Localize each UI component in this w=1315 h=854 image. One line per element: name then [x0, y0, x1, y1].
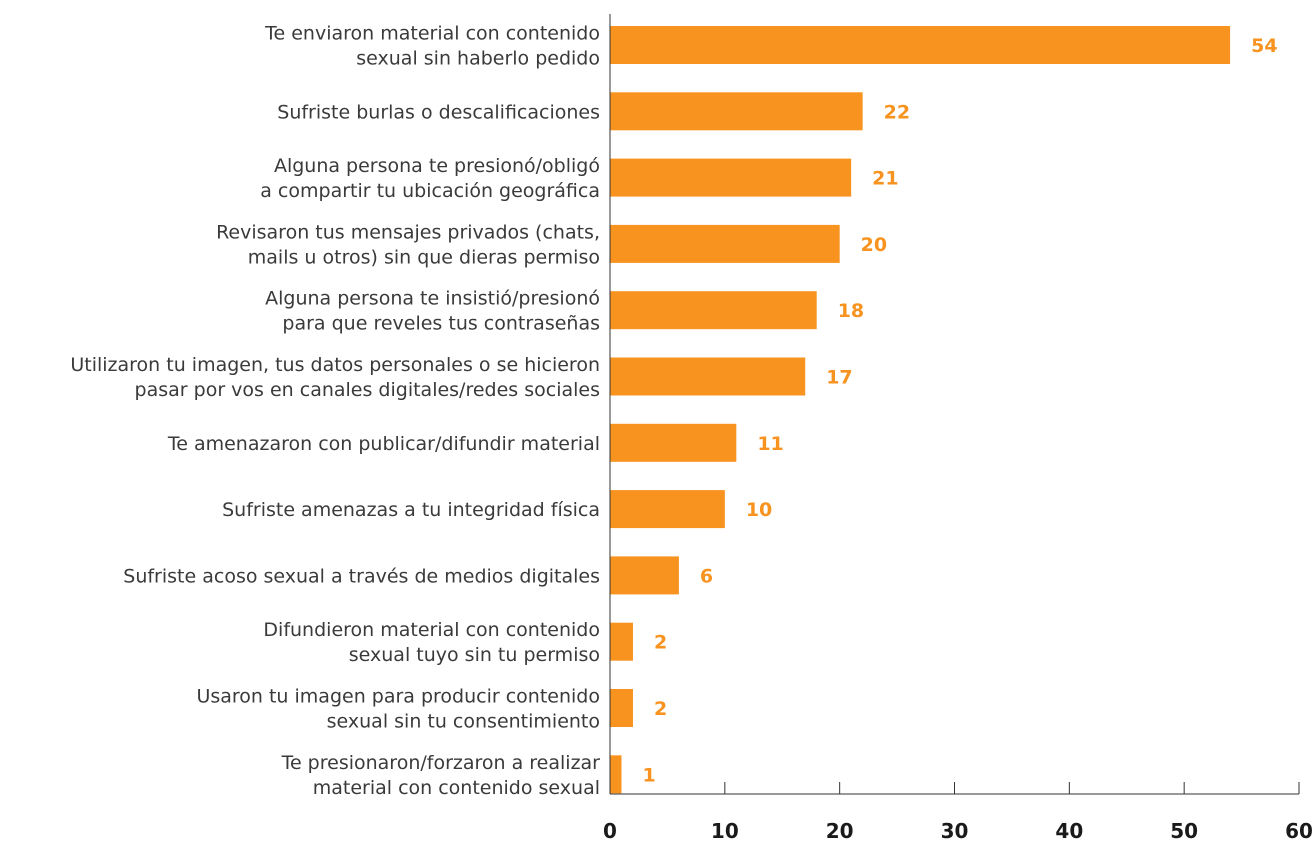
- bar: [610, 291, 817, 330]
- bar: [610, 556, 679, 595]
- bar: [610, 423, 737, 462]
- value-label: 2: [654, 632, 667, 654]
- value-label: 11: [757, 433, 783, 455]
- value-label: 22: [884, 101, 910, 123]
- category-label: Revisaron tus mensajes privados (chats, m…: [216, 221, 600, 268]
- category-label-line: material con contenido sexual: [313, 777, 600, 799]
- value-label: 21: [872, 168, 898, 190]
- value-label: 2: [654, 698, 667, 720]
- category-label-line: Alguna persona te insistió/presionó: [265, 288, 600, 310]
- x-tick-label: 40: [1055, 819, 1083, 843]
- value-label: 1: [642, 764, 655, 786]
- bar: [610, 357, 806, 396]
- category-label-line: para que reveles tus contraseñas: [282, 313, 600, 335]
- category-label-line: sexual tuyo sin tu permiso: [349, 644, 600, 666]
- category-label-line: Te amenazaron con publicar/difundir mate…: [167, 433, 600, 455]
- bar: [610, 26, 1231, 64]
- category-label-line: Sufriste burlas o descalificaciones: [277, 101, 600, 123]
- category-label-line: sexual sin haberlo pedido: [356, 48, 600, 70]
- category-label-line: mails u otros) sin que dieras permiso: [248, 246, 600, 268]
- category-label-line: sexual sin tu consentimiento: [327, 711, 600, 733]
- category-label: Te presionaron/forzaron a realizar materi…: [281, 752, 601, 799]
- category-label: Alguna persona te presionó/obligó a compa…: [260, 155, 600, 202]
- category-label-line: pasar por vos en canales digitales/redes…: [135, 379, 600, 401]
- category-label: Alguna persona te insistió/presionó para …: [265, 288, 600, 335]
- category-label-line: Usaron tu imagen para producir contenido: [196, 686, 600, 708]
- bar: [610, 224, 840, 263]
- category-label: Sufriste amenazas a tu integridad física: [222, 499, 600, 521]
- bar: [610, 92, 863, 131]
- category-label: Te amenazaron con publicar/difundir mate…: [167, 433, 600, 455]
- bar: [610, 755, 622, 794]
- category-label-line: a compartir tu ubicación geográfica: [260, 180, 600, 202]
- category-label: Sufriste acoso sexual a través de medios…: [123, 565, 600, 587]
- x-tick-label: 20: [826, 819, 854, 843]
- category-label: Usaron tu imagen para producir contenido…: [196, 686, 600, 733]
- value-label: 18: [838, 300, 864, 322]
- x-tick-label: 0: [603, 819, 617, 843]
- category-label-line: Sufriste acoso sexual a través de medios…: [123, 565, 600, 587]
- category-label: Difundieron material con contenido sexual…: [263, 619, 600, 666]
- bar: [610, 689, 633, 727]
- bar: [610, 158, 852, 197]
- value-label: 6: [700, 565, 713, 587]
- category-label-line: Revisaron tus mensajes privados (chats,: [216, 221, 600, 243]
- x-tick-label: 50: [1170, 819, 1198, 843]
- x-tick-label: 30: [941, 819, 969, 843]
- category-label: Te enviaron material con contenido sexual…: [264, 23, 600, 70]
- value-label: 54: [1251, 35, 1277, 57]
- category-label-line: Utilizaron tu imagen, tus datos personal…: [70, 354, 600, 376]
- category-label-line: Difundieron material con contenido: [263, 619, 600, 641]
- x-tick-label: 60: [1285, 819, 1313, 843]
- category-label-line: Te enviaron material con contenido: [264, 23, 600, 45]
- bar: [610, 490, 725, 529]
- value-label: 10: [746, 499, 772, 521]
- category-label: Sufriste burlas o descalificaciones: [277, 101, 600, 123]
- category-label: Utilizaron tu imagen, tus datos personal…: [70, 354, 600, 401]
- value-label: 17: [826, 367, 852, 389]
- category-label-line: Sufriste amenazas a tu integridad física: [222, 499, 600, 521]
- bar: [610, 622, 633, 661]
- value-label: 20: [861, 234, 887, 256]
- category-label-line: Te presionaron/forzaron a realizar: [281, 752, 601, 774]
- category-label-line: Alguna persona te presionó/obligó: [274, 155, 600, 177]
- x-tick-label: 10: [711, 819, 739, 843]
